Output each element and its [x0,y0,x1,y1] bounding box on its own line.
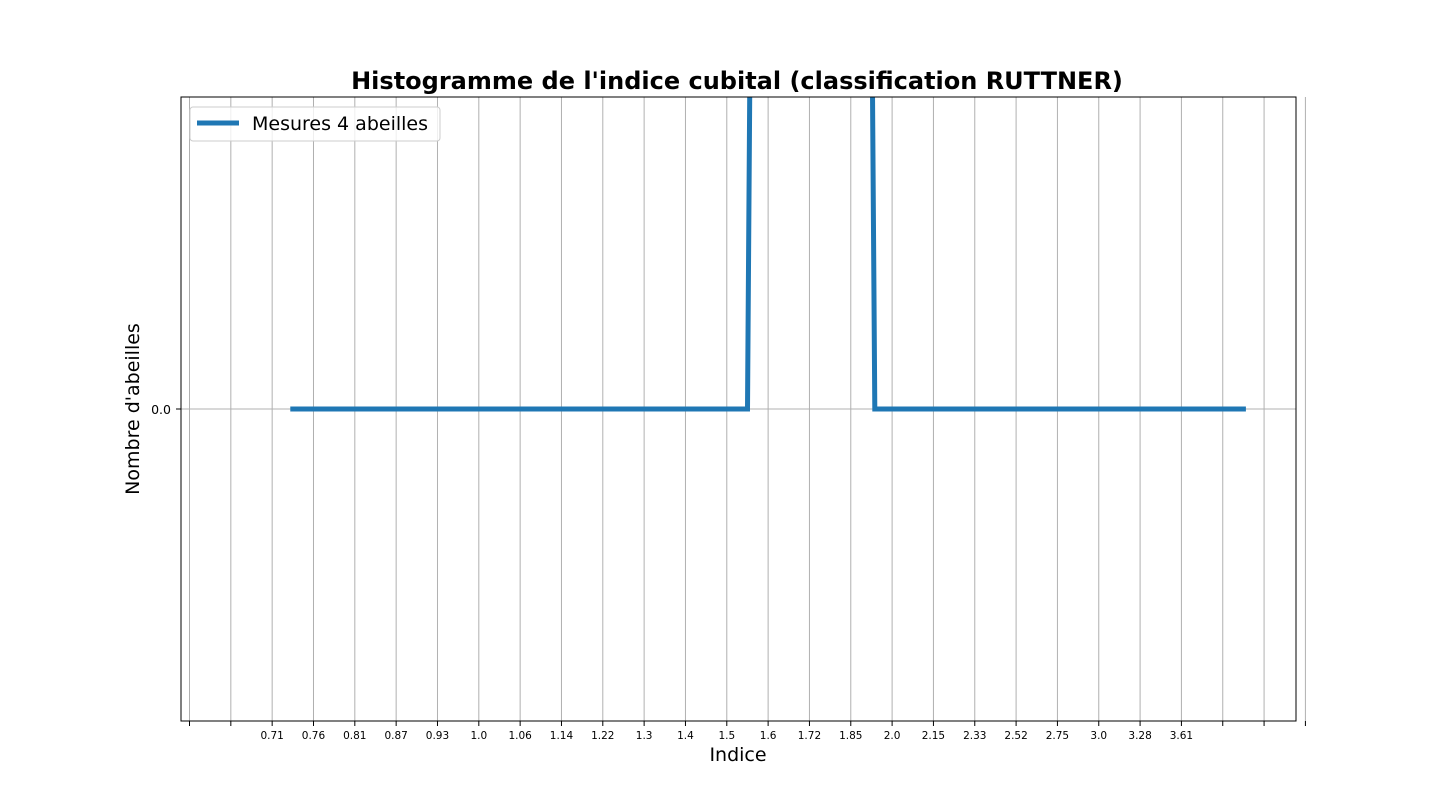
x-tick-label: 2.75 [1046,730,1069,742]
x-tick-label: 0.81 [343,730,366,742]
x-tick-label: 1.14 [550,730,574,742]
x-tick-label: 1.6 [760,730,777,742]
x-tick-label: 1.0 [470,730,487,742]
x-tick-label: 3.28 [1128,730,1151,742]
x-axis-label: Indice [709,744,766,766]
x-tick-label: 1.22 [591,730,614,742]
x-tick-label: 0.87 [384,730,407,742]
x-tick-label: 3.61 [1170,730,1193,742]
series-line-mesures [290,97,1246,412]
legend-label-mesures: Mesures 4 abeilles [252,113,428,135]
x-axis-tick-labels: 0.71 0.76 0.81 0.87 0.93 1.0 1.06 1.14 1.22 1.3 1.… [260,730,1193,742]
x-tick-label: 1.3 [636,730,653,742]
x-tick-label: 1.06 [508,730,532,742]
legend: Mesures 4 abeilles [189,106,441,142]
x-tick-label: 0.76 [302,730,326,742]
x-tick-label: 1.5 [718,730,735,742]
series-layer [290,97,1246,412]
x-tick-label: 0.71 [260,730,283,742]
y-axis-label: Nombre d'abeilles [122,323,144,495]
x-tick-label: 2.33 [963,730,986,742]
x-tick-label: 2.15 [922,730,945,742]
chart-title: Histogramme de l'indice cubital (classif… [351,67,1123,95]
x-tick-label: 0.93 [426,730,449,742]
y-axis-tick-labels: 0.0 [151,402,171,417]
x-tick-label: 2.0 [884,730,901,742]
x-tick-label: 2.52 [1004,730,1027,742]
x-axis-ticks [189,721,1306,726]
y-tick-label: 0.0 [151,402,171,417]
x-tick-label: 1.85 [839,730,862,742]
x-tick-label: 1.4 [677,730,694,742]
x-tick-label: 3.0 [1090,730,1107,742]
x-tick-label: 1.72 [798,730,821,742]
legend-box [189,106,441,142]
